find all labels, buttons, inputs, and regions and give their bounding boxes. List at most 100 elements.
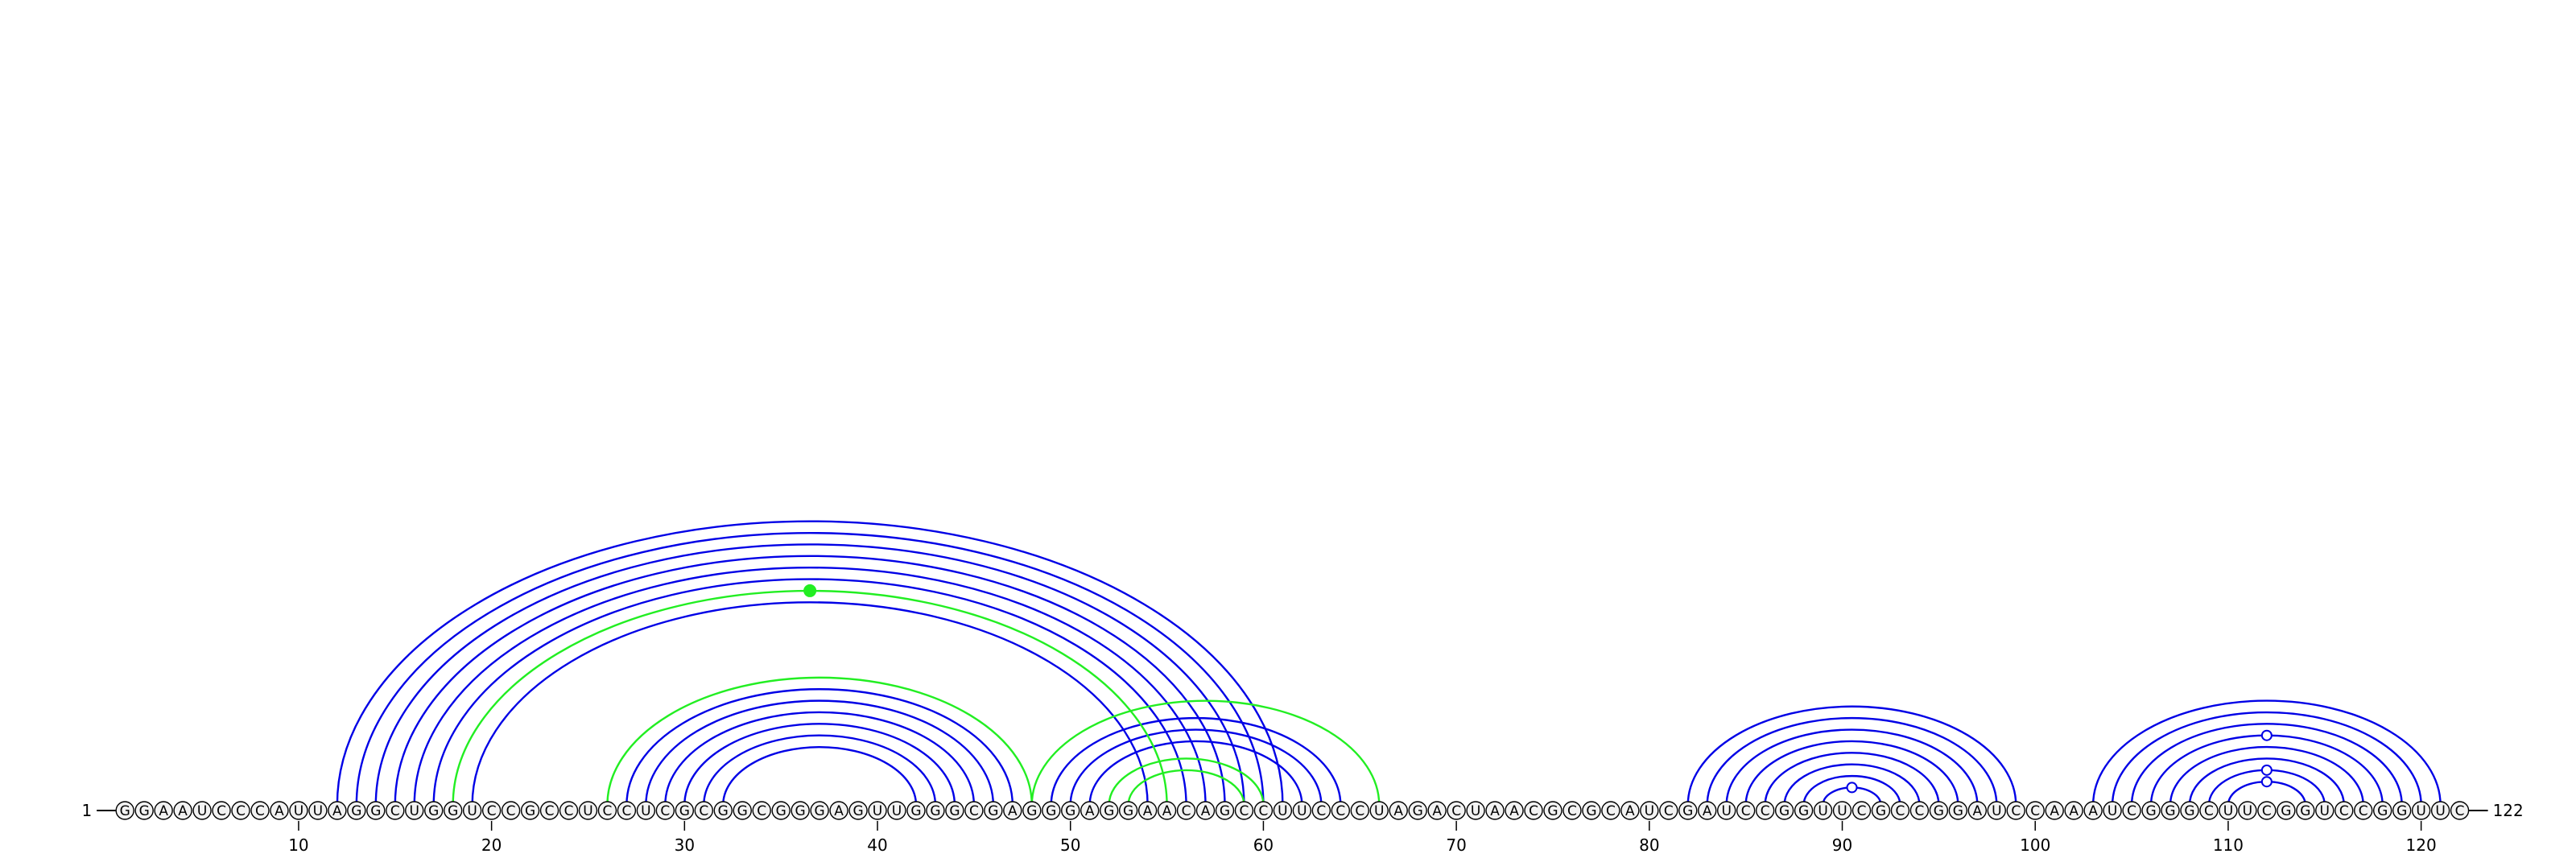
nucleotide-letter: C bbox=[1316, 803, 1326, 819]
nucleotide-circle bbox=[2219, 801, 2238, 820]
nucleotide-letter: G bbox=[949, 803, 960, 819]
nucleotide: G bbox=[2180, 801, 2199, 820]
nucleotide-letter: A bbox=[2050, 803, 2059, 819]
nucleotide: G bbox=[2392, 801, 2412, 820]
base-pair-arc bbox=[645, 699, 995, 806]
nucleotide: G bbox=[2372, 801, 2392, 820]
nucleotide-circle bbox=[2392, 801, 2412, 820]
nucleotide-circle bbox=[2430, 801, 2450, 820]
nucleotide-circle bbox=[1253, 801, 1274, 820]
nucleotide-circle bbox=[2257, 801, 2277, 820]
nucleotide-letter: G bbox=[1123, 803, 1133, 819]
nucleotide-letter: G bbox=[2396, 803, 2407, 819]
nucleotide-circle bbox=[2296, 801, 2315, 820]
nucleotide-circle bbox=[1215, 801, 1235, 820]
nucleotide-circle bbox=[868, 801, 887, 820]
tick-label: 100 bbox=[2020, 835, 2050, 855]
nucleotide-letter: U bbox=[892, 803, 902, 819]
nucleotide: G bbox=[134, 801, 154, 820]
nucleotide-letter: U bbox=[2223, 803, 2233, 819]
nucleotide: U bbox=[289, 801, 308, 820]
nucleotide-letter: A bbox=[1490, 803, 1500, 819]
nucleotide-letter: U bbox=[467, 803, 477, 819]
nucleotide: A bbox=[1967, 801, 1988, 820]
nucleotide: U bbox=[1292, 801, 1312, 820]
nucleotide: G bbox=[810, 801, 829, 820]
nucleotide-letter: U bbox=[1471, 803, 1480, 819]
nucleotide-circle bbox=[1003, 801, 1022, 820]
nucleotide: C bbox=[1755, 801, 1775, 820]
nucleotide: U bbox=[1832, 801, 1852, 820]
tick-label: 90 bbox=[1832, 835, 1852, 855]
nucleotide-letter: C bbox=[1529, 803, 1538, 819]
nucleotide: C bbox=[1176, 801, 1196, 820]
nucleotide-circle bbox=[597, 801, 617, 820]
nucleotide-letter: G bbox=[428, 803, 439, 819]
base-pair-arc bbox=[1764, 752, 1940, 806]
nucleotide: C bbox=[481, 801, 502, 820]
nucleotide: C bbox=[250, 801, 270, 820]
nucleotide: G bbox=[115, 801, 134, 820]
nucleotide-letter: A bbox=[159, 803, 168, 819]
nucleotide-circle bbox=[2315, 801, 2334, 820]
nucleotide: G bbox=[1543, 801, 1563, 820]
open-marker bbox=[2260, 764, 2273, 776]
nucleotide-circle bbox=[2238, 801, 2257, 820]
nucleotide-letter: C bbox=[1761, 803, 1770, 819]
nucleotide-letter: U bbox=[1278, 803, 1287, 819]
nucleotide-letter: U bbox=[294, 803, 303, 819]
nucleotide-letter: C bbox=[2359, 803, 2368, 819]
nucleotide-letter: C bbox=[1896, 803, 1905, 819]
nucleotide: G bbox=[1215, 801, 1235, 820]
nucleotide: C bbox=[231, 801, 250, 820]
nucleotide-circle bbox=[2045, 801, 2064, 820]
nucleotide-letter: A bbox=[275, 803, 284, 819]
nucleotide: A bbox=[2045, 801, 2064, 820]
nucleotide-circle bbox=[2372, 801, 2392, 820]
nucleotide: C bbox=[2006, 801, 2025, 820]
nucleotide: G bbox=[2277, 801, 2296, 820]
nucleotide-letter: C bbox=[1240, 803, 1249, 819]
nucleotide-letter: C bbox=[236, 803, 246, 819]
nucleotide-circle bbox=[2277, 801, 2296, 820]
nucleotide: A bbox=[1080, 801, 1100, 820]
nucleotide: A bbox=[829, 801, 848, 820]
nucleotide-letter: U bbox=[1837, 803, 1847, 819]
nucleotide-letter: A bbox=[1393, 803, 1403, 819]
nucleotide: A bbox=[154, 801, 173, 820]
nucleotide: G bbox=[424, 801, 444, 820]
nucleotide-letter: A bbox=[834, 803, 844, 819]
base-pair-arc bbox=[432, 578, 1187, 806]
nucleotide: A bbox=[1620, 801, 1640, 820]
nucleotide-letter: G bbox=[1026, 803, 1037, 819]
nucleotide-circle bbox=[2122, 801, 2141, 820]
nucleotide-letter: A bbox=[332, 803, 342, 819]
nucleotide-letter: U bbox=[2320, 803, 2330, 819]
nucleotide-letter: C bbox=[621, 803, 631, 819]
nucleotide-circle bbox=[289, 801, 308, 820]
nucleotide-circle bbox=[1080, 801, 1100, 820]
nucleotide-circle bbox=[308, 801, 328, 820]
nucleotide: G bbox=[347, 801, 366, 820]
nucleotide-circle bbox=[2083, 801, 2103, 820]
nucleotide-circle bbox=[1659, 801, 1678, 820]
nucleotide: G bbox=[675, 801, 695, 820]
nucleotide-letter: C bbox=[699, 803, 708, 819]
nucleotide: U bbox=[192, 801, 212, 820]
nucleotide: U bbox=[2315, 801, 2334, 820]
nucleotide-circle bbox=[1620, 801, 1640, 820]
nucleotide-circle bbox=[771, 801, 791, 820]
tick-label: 110 bbox=[2213, 835, 2244, 855]
base-pair-arc bbox=[1030, 699, 1381, 806]
nucleotide-letter: C bbox=[390, 803, 400, 819]
nucleotide: C bbox=[964, 801, 984, 820]
nucleotide: G bbox=[733, 801, 752, 820]
nucleotide: C bbox=[617, 801, 637, 820]
nucleotide-circle bbox=[1099, 801, 1119, 820]
base-pair-arc bbox=[683, 723, 956, 806]
nucleotide-letter: U bbox=[313, 803, 323, 819]
nucleotide-circle bbox=[1311, 801, 1331, 820]
nucleotide-letter: U bbox=[2243, 803, 2252, 819]
nucleotide: C bbox=[1447, 801, 1466, 820]
nucleotide-circle bbox=[501, 801, 521, 820]
